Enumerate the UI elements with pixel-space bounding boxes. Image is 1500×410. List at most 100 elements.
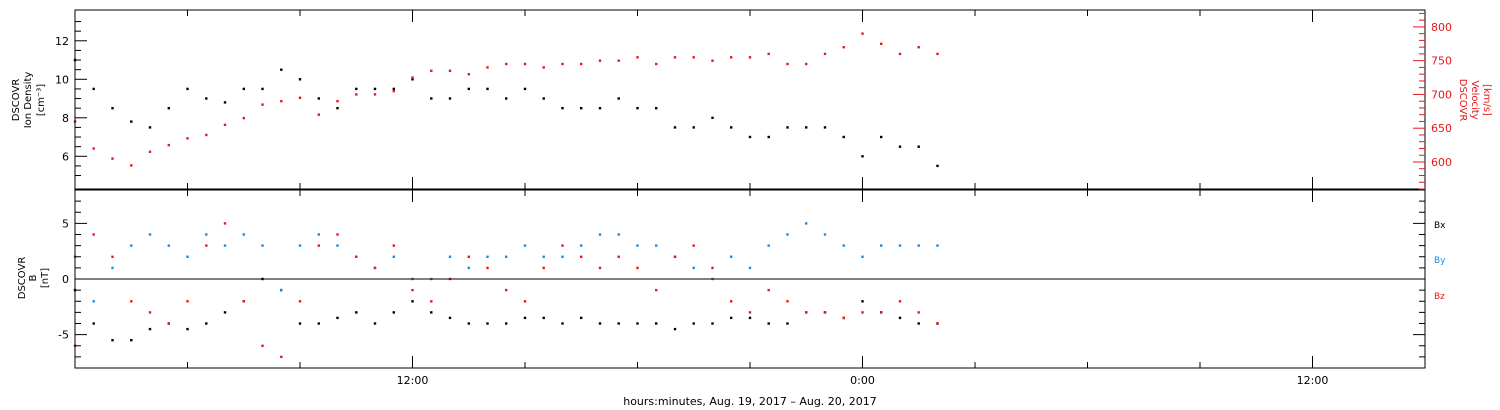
bz-point-10 [261,344,264,347]
bz-point-40 [823,311,827,314]
velocity-point-27 [580,62,583,66]
velocity-point-29 [617,59,620,62]
velocity-point-44 [898,52,902,56]
bx-point-6 [186,327,189,331]
ion-density-point-30 [636,107,639,110]
x-axis-caption: hours:minutes, Aug. 19, 2017 – Aug. 20, … [623,395,877,408]
density-panel-frame [74,9,1426,190]
velocity-point-3 [130,164,133,167]
by-point-21 [467,266,470,270]
ion-density-point-3 [130,120,133,123]
bx-point-33 [692,322,695,325]
bz-point-21 [467,255,470,258]
ion-density-point-44 [898,145,902,148]
ion-density-point-9 [242,87,245,91]
time-tick-label: 12:00 [397,374,429,387]
by-point-41 [842,244,845,247]
by-point-40 [823,233,827,236]
bz-point-26 [561,244,564,247]
ion-density-point-2 [111,107,114,110]
ion-density-point-43 [880,135,883,139]
velocity-point-10 [261,103,264,106]
velocity-point-46 [936,52,939,56]
bx-point-17 [392,311,395,314]
velocity-point-40 [823,52,827,56]
ion-density-point-12 [298,78,302,81]
bx-point-30 [636,322,639,325]
density-ylabel-line3: [cm⁻³] [36,84,47,116]
velocity-point-37 [767,52,770,56]
by-point-1 [92,300,95,303]
ion-density-point-1 [92,87,95,91]
ion-density-point-13 [317,97,320,100]
bz-point-42 [861,311,864,314]
velocity-tick-label: 700 [1431,88,1452,101]
bx-point-35 [730,316,733,320]
bz-point-6 [186,300,189,303]
bx-point-37 [767,322,770,325]
velocity-point-23 [505,62,508,66]
bx-point-1 [92,322,95,325]
by-point-23 [505,255,508,258]
bx-point-13 [317,322,320,325]
ion-density-point-4 [148,126,152,129]
velocity-point-24 [523,62,527,66]
by-point-7 [205,233,208,236]
velocity-ylabel-line1: DSCOVR [1457,79,1468,122]
ion-density-point-28 [598,107,602,110]
by-point-24 [523,244,527,247]
bz-point-33 [692,244,695,247]
ion-density-point-31 [655,107,658,110]
bz-point-14 [336,233,339,236]
bz-point-37 [767,288,770,292]
velocity-point-33 [692,56,695,59]
bz-point-2 [111,255,114,258]
velocity-tick-label: 650 [1431,122,1452,135]
by-point-38 [786,233,789,236]
bz-point-12 [298,300,302,303]
ion-density-point-8 [223,101,227,104]
velocity-point-39 [805,62,808,66]
velocity-point-45 [917,46,920,49]
bz-point-36 [748,311,752,314]
velocity-point-21 [467,73,470,76]
ion-density-point-16 [373,87,377,91]
bz-point-27 [580,255,583,258]
velocity-point-19 [430,69,433,72]
velocity-point-5 [167,143,170,147]
ion-density-point-22 [486,87,489,91]
data-layer [73,32,939,359]
ion-density-point-36 [748,135,752,139]
by-point-44 [898,244,902,247]
velocity-point-2 [111,157,114,160]
velocity-point-41 [842,46,845,49]
density-ylabel-line1: DSCOVR [11,79,22,122]
ion-density-point-33 [692,126,695,129]
by-point-28 [598,233,602,236]
ion-density-point-29 [617,97,620,100]
velocity-point-16 [373,93,377,96]
ion-density-point-32 [673,126,677,129]
bx-point-26 [561,322,564,325]
bz-point-28 [598,266,602,270]
ion-density-point-18 [411,78,414,81]
density-tick-label: 6 [62,150,69,163]
bx-point-14 [336,316,339,320]
by-point-46 [936,244,939,247]
velocity-point-43 [880,42,883,45]
bz-point-15 [355,255,358,258]
axes-layer: 12:00 0:00 12:00 6 8 10 12 600 650 700 750 800 -5 0 5 [55,9,1452,387]
ion-density-point-20 [448,97,452,100]
time-tick-label: 0:00 [850,374,875,387]
velocity-point-15 [355,93,358,96]
legend-bx: Bx [1434,221,1446,231]
bz-point-16 [373,266,377,270]
density-ylabel-line2: Ion Density [23,72,34,129]
velocity-point-26 [561,62,564,66]
bx-point-20 [448,316,452,320]
bz-point-34 [711,266,714,270]
bz-point-8 [223,222,227,225]
bx-point-28 [598,322,602,325]
b-tick-label: 5 [62,217,69,230]
